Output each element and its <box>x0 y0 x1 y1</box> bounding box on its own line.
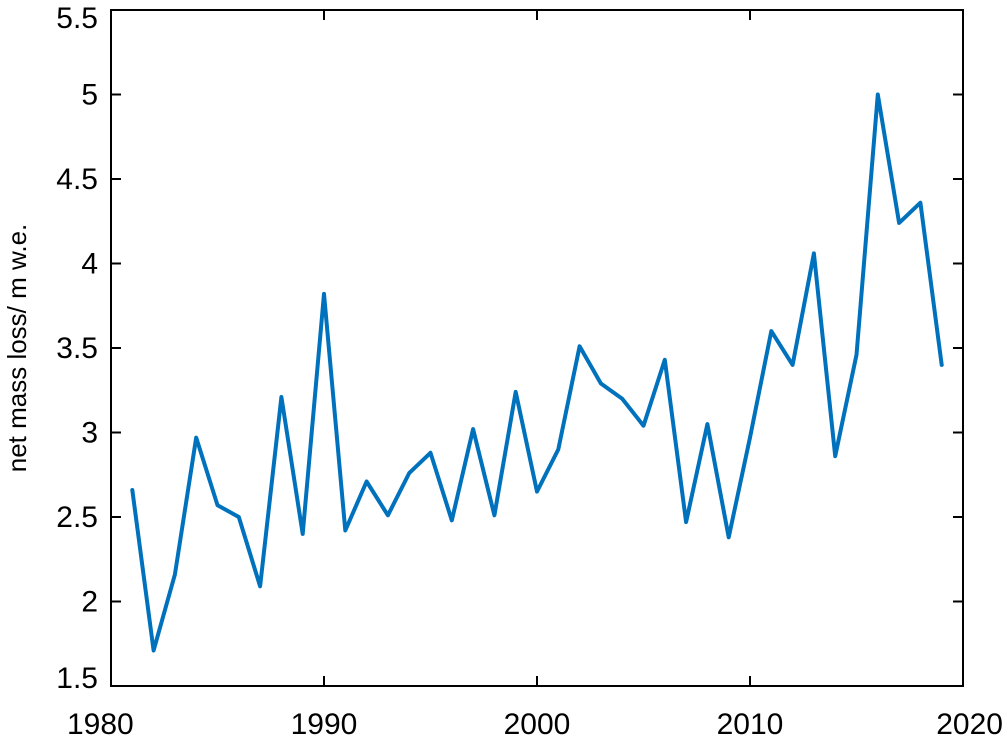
y-tick-label: 3.5 <box>56 332 98 365</box>
x-tick-label: 2020 <box>936 708 1003 737</box>
x-tick-label: 1990 <box>291 708 358 737</box>
y-tick-label: 3 <box>81 417 98 450</box>
y-tick-label: 5 <box>81 79 98 112</box>
x-tick-label: 1980 <box>67 708 134 737</box>
x-tick-label: 2000 <box>504 708 571 737</box>
axes-box <box>110 9 964 687</box>
x-tick-label: 2010 <box>717 708 784 737</box>
y-axis-label: net mass loss/ m w.e. <box>2 224 32 473</box>
y-tick-label: 2 <box>81 586 98 619</box>
y-tick-label: 5.5 <box>56 2 98 35</box>
y-tick-label: 4 <box>81 248 98 281</box>
y-tick-label: 4.5 <box>56 163 98 196</box>
y-tick-label: 1.5 <box>56 662 98 695</box>
data-series-line <box>130 92 944 653</box>
y-tick-label: 2.5 <box>56 501 98 534</box>
